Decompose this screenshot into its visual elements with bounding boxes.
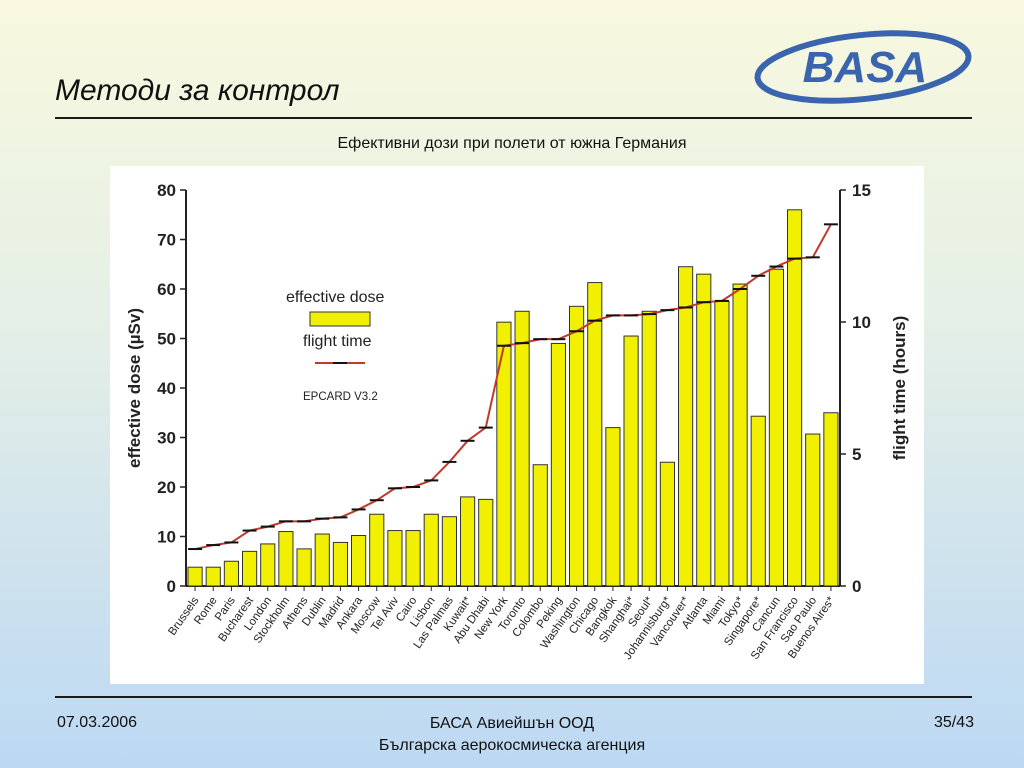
dose-bar: [786, 209, 803, 587]
dose-bar: [296, 548, 312, 587]
legend-time-label: flight time: [303, 333, 372, 350]
legend-dose-label: effective dose: [286, 289, 385, 306]
dose-bar: [441, 516, 458, 587]
y2-axis-label: flight time (hours): [890, 316, 909, 460]
dose-bar: [587, 282, 603, 587]
company-name: БАСА Авиейшън ООД: [429, 715, 595, 732]
dose-chart: 0 10 20 30 40 50 60 70 80 0 5 10 15 effective dose (µ…: [125, 181, 909, 662]
dose-bar: [241, 550, 258, 587]
dose-bar: [187, 566, 203, 587]
dose-bar: [605, 427, 621, 587]
dose-bar: [677, 266, 694, 587]
dose-bar: [714, 300, 730, 587]
dose-bar: [223, 560, 240, 587]
company-subtitle: Българска аерокосмическа агенция: [378, 737, 646, 754]
dose-bar: [568, 305, 585, 587]
dose-bar: [459, 496, 476, 587]
dose-bar: [623, 335, 639, 587]
dose-bar: [768, 268, 785, 587]
footer-date: 07.03.2006: [57, 714, 138, 731]
dose-bar: [750, 415, 766, 587]
footer-company: БАСА Авиейшън ООД Българска аерокосмичес…: [0, 713, 1024, 757]
y2-tick-label: 15: [852, 181, 871, 200]
dose-bar: [332, 541, 349, 587]
dose-bar: [641, 310, 657, 587]
dose-bar: [514, 310, 530, 587]
dose-bar: [823, 412, 839, 587]
dose-bar: [696, 273, 712, 587]
y-tick-label: 10: [157, 528, 176, 547]
dose-bar: [278, 531, 294, 587]
chart-title: Ефективни дози при полети от южна Герман…: [337, 135, 687, 152]
y-tick-label: 50: [157, 330, 176, 349]
y-tick-label: 70: [157, 231, 176, 250]
dose-bar: [387, 530, 403, 587]
dose-bar: [659, 461, 676, 587]
dose-bar: [732, 283, 748, 587]
y-tick-label: 80: [157, 181, 176, 200]
dose-bar: [532, 464, 548, 587]
dose-bar: [350, 535, 367, 587]
y-tick-label: 30: [157, 429, 176, 448]
dose-bar: [205, 566, 221, 587]
slide-title: Методи за контрол: [55, 74, 340, 107]
chart-area: 0 10 20 30 40 50 60 70 80 0 5 10 15 effective dose (µ…: [110, 166, 924, 684]
dose-bar: [369, 513, 385, 587]
logo-text: BASA: [803, 43, 928, 92]
legend-dose-swatch: [309, 311, 371, 327]
dose-bar: [423, 513, 439, 587]
dose-bar: [478, 498, 494, 587]
dose-bar: [496, 321, 512, 587]
dose-bar: [260, 543, 276, 587]
basa-logo: BASA: [754, 30, 972, 104]
legend-model-label: EPCARD V3.2: [303, 391, 378, 403]
y-axis-label: effective dose (µSv): [125, 308, 144, 468]
footer-divider: [55, 696, 972, 698]
y2-tick-label: 10: [852, 313, 871, 332]
dose-bar: [805, 433, 821, 587]
y-tick-label: 40: [157, 379, 176, 398]
y-tick-label: 0: [167, 577, 176, 596]
dose-bar: [405, 530, 421, 587]
dose-bar: [550, 342, 567, 587]
page-number: 35/43: [933, 714, 974, 731]
y-tick-label: 20: [157, 478, 176, 497]
y-tick-label: 60: [157, 280, 176, 299]
y2-tick-label: 5: [852, 445, 861, 464]
y2-tick-label: 0: [852, 577, 861, 596]
title-divider: [55, 117, 972, 119]
dose-bar: [314, 533, 330, 587]
